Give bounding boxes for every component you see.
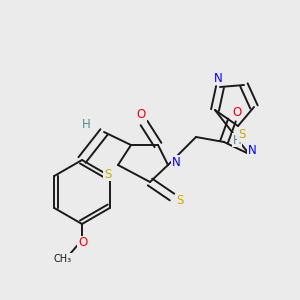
- Text: CH₃: CH₃: [54, 254, 72, 264]
- Text: H: H: [82, 118, 90, 130]
- Text: O: O: [232, 106, 242, 118]
- Text: H: H: [232, 134, 242, 146]
- Text: S: S: [238, 128, 246, 142]
- Text: O: O: [136, 109, 146, 122]
- Text: N: N: [214, 71, 222, 85]
- Text: S: S: [176, 194, 184, 208]
- Text: O: O: [78, 236, 88, 250]
- Text: N: N: [248, 143, 256, 157]
- Text: S: S: [104, 167, 112, 181]
- Text: N: N: [172, 155, 180, 169]
